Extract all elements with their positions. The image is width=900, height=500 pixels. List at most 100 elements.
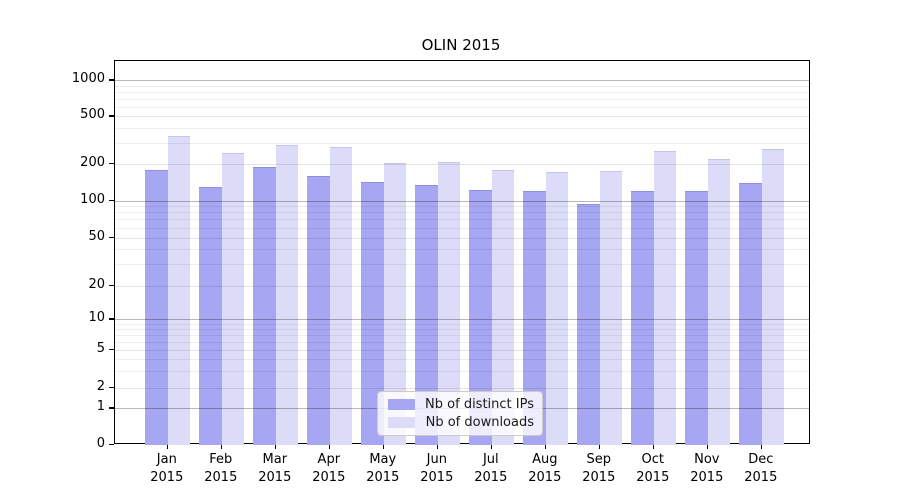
- gridline-major: [114, 200, 809, 202]
- y-tick-label: 0: [96, 436, 105, 451]
- gridline: [114, 285, 809, 287]
- x-tick-label: Apr 2015: [312, 452, 346, 485]
- bar-jul-distinct-ips: [469, 189, 492, 445]
- bar-jan-downloads: [167, 135, 191, 445]
- x-tick-mark: [598, 444, 600, 449]
- bar-aug-downloads: [545, 171, 569, 445]
- x-tick-mark: [760, 444, 762, 449]
- gridline: [114, 349, 809, 351]
- x-tick-mark: [328, 444, 330, 449]
- x-tick-label: Jan 2015: [150, 452, 184, 485]
- gridline-minor: [114, 227, 809, 229]
- bar-may-downloads: [383, 162, 407, 445]
- y-tick-mark: [108, 386, 114, 388]
- x-tick-label: Sep 2015: [582, 452, 616, 485]
- legend-swatch-downloads: [388, 417, 415, 428]
- legend-item-distinct-ips: Nb of distinct IPs: [386, 397, 534, 412]
- bar-dec-downloads: [761, 148, 785, 445]
- gridline-minor: [114, 212, 809, 214]
- x-tick-mark: [220, 444, 222, 449]
- bar-jun-distinct-ips: [415, 185, 438, 445]
- x-tick-label: Dec 2015: [744, 452, 778, 485]
- bar-may-distinct-ips: [361, 182, 384, 445]
- y-tick-label: 100: [80, 191, 105, 207]
- gridline-minor: [114, 219, 809, 221]
- x-tick-label: Feb 2015: [204, 452, 238, 485]
- y-tick-mark: [108, 318, 114, 320]
- gridline: [114, 116, 809, 118]
- legend-label: Nb of distinct IPs: [425, 397, 534, 412]
- y-tick-label: 50: [88, 228, 105, 244]
- gridline: [114, 237, 809, 239]
- y-tick-label: 10: [88, 310, 105, 326]
- y-tick-label: 1000: [71, 71, 105, 87]
- x-tick-label: Oct 2015: [636, 452, 670, 485]
- bar-nov-downloads: [707, 159, 731, 445]
- gridline: [114, 387, 809, 389]
- y-tick-label: 1: [96, 399, 105, 415]
- x-tick-mark: [544, 444, 546, 449]
- x-tick-mark: [706, 444, 708, 449]
- bar-apr-distinct-ips: [307, 175, 330, 445]
- y-tick-mark: [108, 115, 114, 117]
- gridline-minor: [114, 335, 809, 337]
- gridline-minor: [114, 341, 809, 343]
- y-tick-label: 200: [80, 155, 105, 171]
- x-tick-mark: [436, 444, 438, 449]
- gridline-major: [114, 80, 809, 82]
- gridline-minor: [114, 128, 809, 130]
- bar-sep-distinct-ips: [577, 204, 600, 445]
- bar-jul-downloads: [491, 170, 515, 445]
- bar-sep-downloads: [599, 171, 623, 445]
- legend-label: Nb of downloads: [425, 415, 534, 430]
- gridline-minor: [114, 99, 809, 101]
- chart-title: OLIN 2015: [421, 36, 501, 54]
- x-tick-mark: [274, 444, 276, 449]
- gridline-minor: [114, 371, 809, 373]
- gridline: [114, 164, 809, 166]
- y-tick-mark: [108, 348, 114, 351]
- gridline-major: [114, 319, 809, 321]
- plot-area: [113, 60, 810, 445]
- x-tick-label: Nov 2015: [690, 452, 724, 485]
- legend-item-downloads: Nb of downloads: [386, 415, 534, 430]
- bar-mar-downloads: [275, 144, 299, 445]
- y-tick-mark: [108, 284, 114, 287]
- y-tick-mark: [108, 444, 114, 446]
- y-tick-mark: [108, 199, 114, 201]
- x-tick-mark: [490, 444, 492, 449]
- bar-mar-distinct-ips: [253, 167, 276, 445]
- gridline-minor: [114, 143, 809, 145]
- bar-oct-distinct-ips: [631, 190, 654, 445]
- bar-oct-downloads: [653, 151, 677, 445]
- x-tick-label: Aug 2015: [528, 452, 562, 485]
- y-tick-label: 500: [80, 107, 105, 123]
- bar-nov-distinct-ips: [685, 191, 708, 445]
- bar-dec-distinct-ips: [739, 183, 762, 445]
- legend-swatch-distinct-ips: [388, 399, 415, 410]
- y-tick-mark: [108, 407, 114, 409]
- x-tick-label: Jun 2015: [420, 452, 454, 485]
- y-tick-mark: [108, 163, 114, 165]
- gridline-minor: [114, 248, 809, 250]
- x-tick-label: May 2015: [366, 452, 400, 485]
- gridline-minor: [114, 323, 809, 325]
- y-tick-mark: [108, 236, 114, 238]
- x-tick-mark: [166, 444, 168, 449]
- y-tick-label: 5: [96, 340, 105, 356]
- gridline-minor: [114, 92, 809, 94]
- bar-apr-downloads: [329, 147, 353, 445]
- y-tick-mark: [108, 79, 114, 81]
- bar-jun-downloads: [437, 162, 461, 445]
- gridline-minor: [114, 86, 809, 87]
- x-tick-label: Jul 2015: [474, 452, 508, 485]
- bar-jan-distinct-ips: [145, 169, 168, 445]
- x-tick-mark: [382, 444, 384, 449]
- x-tick-mark: [652, 444, 654, 449]
- gridline-minor: [114, 206, 809, 208]
- gridline-minor: [114, 359, 809, 361]
- bar-aug-distinct-ips: [523, 190, 546, 445]
- x-tick-label: Mar 2015: [258, 452, 292, 485]
- y-tick-label: 20: [88, 276, 105, 292]
